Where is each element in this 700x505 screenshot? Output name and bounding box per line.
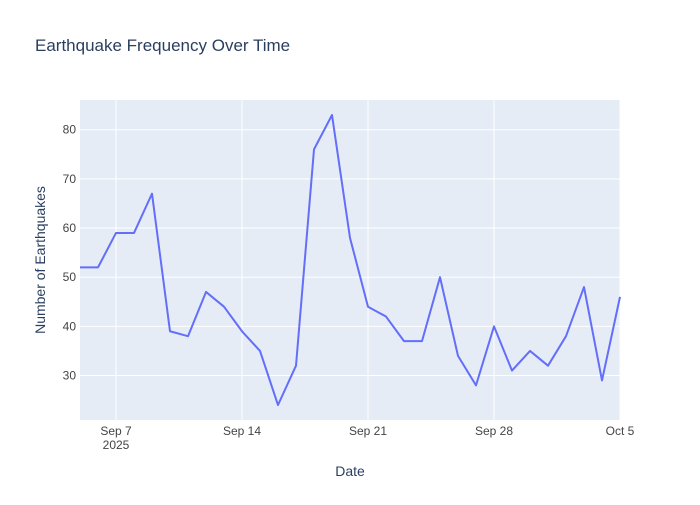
x-tick-label: Oct 5 — [606, 424, 635, 438]
chart-title: Earthquake Frequency Over Time — [35, 36, 290, 55]
y-axis-ticks: 30 40 50 60 70 80 — [63, 123, 77, 383]
series-line-0 — [80, 113, 621, 407]
y-tick-label: 70 — [63, 172, 77, 186]
grid-lines — [80, 100, 621, 420]
plot-area — [80, 100, 620, 420]
x-tick-year-label: 2025 — [103, 438, 130, 452]
x-tick-label: Sep 7 — [100, 424, 132, 438]
y-tick-label: 50 — [63, 270, 77, 284]
y-tick-label: 30 — [63, 369, 77, 383]
y-tick-label: 40 — [63, 319, 77, 333]
y-axis-label: Number of Earthquakes — [32, 186, 48, 334]
x-tick-label: Sep 28 — [475, 424, 513, 438]
x-axis-label: Date — [335, 463, 365, 479]
y-tick-label: 80 — [63, 123, 77, 137]
series-layer — [80, 113, 621, 407]
x-tick-label: Sep 14 — [223, 424, 261, 438]
x-tick-label: Sep 21 — [349, 424, 387, 438]
y-tick-label: 60 — [63, 221, 77, 235]
